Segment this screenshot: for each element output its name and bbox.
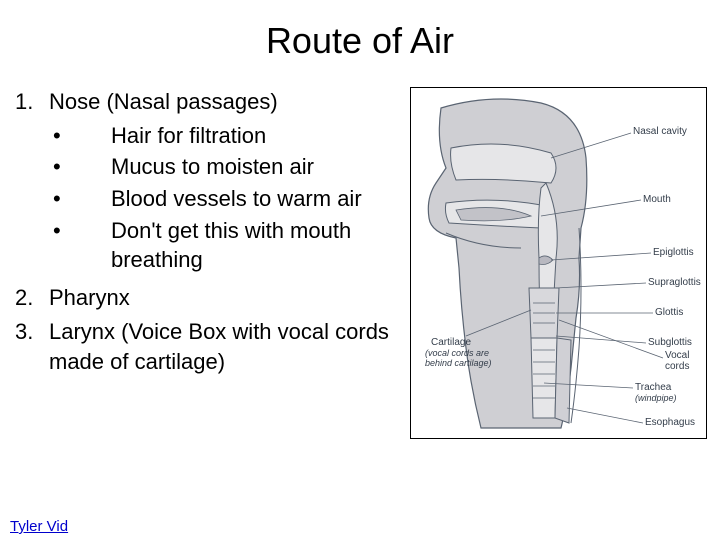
label-mouth: Mouth	[643, 194, 671, 205]
ul-text: Blood vessels to warm air	[93, 184, 404, 214]
sub-list: • Hair for filtration • Mucus to moisten…	[15, 121, 404, 275]
ul-text: Don't get this with mouth breathing	[93, 216, 404, 275]
label-supraglottis: Supraglottis	[648, 277, 701, 288]
bullet-icon: •	[15, 152, 93, 182]
text-column: 1. Nose (Nasal passages) • Hair for filt…	[15, 87, 404, 439]
anatomy-diagram: Nasal cavity Mouth Epiglottis Supraglott…	[410, 87, 707, 439]
ul-item: • Hair for filtration	[15, 121, 404, 151]
label-nasal: Nasal cavity	[633, 126, 687, 137]
ul-item: • Mucus to moisten air	[15, 152, 404, 182]
label-cartilage3: behind cartilage)	[425, 358, 492, 368]
label-vocal1: Vocal	[665, 350, 689, 361]
label-cartilage2: (vocal cords are	[425, 348, 489, 358]
page-title: Route of Air	[0, 20, 720, 62]
bullet-icon: •	[15, 184, 93, 214]
tyler-vid-link[interactable]: Tyler Vid	[10, 518, 68, 535]
label-trachea: Trachea	[635, 382, 671, 393]
ol-item-1: 1. Nose (Nasal passages)	[15, 87, 404, 117]
content-area: 1. Nose (Nasal passages) • Hair for filt…	[0, 87, 720, 439]
ol-item-2: 2. Pharynx	[15, 283, 404, 313]
label-windpipe: (windpipe)	[635, 393, 677, 403]
ul-item: • Don't get this with mouth breathing	[15, 216, 404, 275]
ol-text: Larynx (Voice Box with vocal cords made …	[49, 317, 404, 376]
bullet-icon: •	[15, 216, 93, 275]
label-esophagus: Esophagus	[645, 417, 695, 428]
bullet-icon: •	[15, 121, 93, 151]
ol-text: Pharynx	[49, 283, 404, 313]
ol-item-3: 3. Larynx (Voice Box with vocal cords ma…	[15, 317, 404, 376]
ul-text: Hair for filtration	[93, 121, 404, 151]
label-epiglottis: Epiglottis	[653, 247, 694, 258]
ol-text: Nose (Nasal passages)	[49, 87, 404, 117]
label-cartilage: Cartilage	[431, 337, 471, 348]
ul-item: • Blood vessels to warm air	[15, 184, 404, 214]
ul-text: Mucus to moisten air	[93, 152, 404, 182]
label-vocal2: cords	[665, 361, 689, 372]
ol-num: 3.	[15, 317, 49, 376]
ol-num: 1.	[15, 87, 49, 117]
diagram-column: Nasal cavity Mouth Epiglottis Supraglott…	[410, 87, 705, 439]
label-subglottis: Subglottis	[648, 337, 692, 348]
ol-num: 2.	[15, 283, 49, 313]
label-glottis: Glottis	[655, 307, 683, 318]
